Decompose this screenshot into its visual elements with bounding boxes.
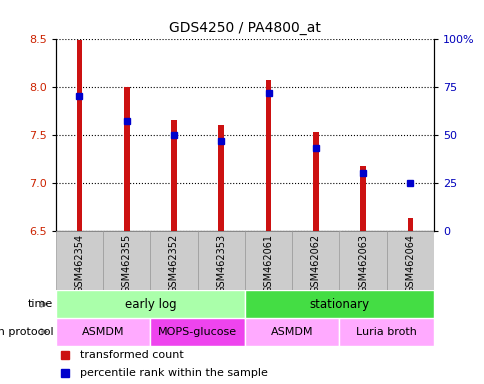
Bar <box>197 231 244 290</box>
Text: GSM462062: GSM462062 <box>310 234 320 293</box>
Text: time: time <box>28 299 53 309</box>
Title: GDS4250 / PA4800_at: GDS4250 / PA4800_at <box>168 21 320 35</box>
Bar <box>291 231 339 290</box>
Text: MOPS-glucose: MOPS-glucose <box>158 327 237 337</box>
Text: ASMDM: ASMDM <box>82 327 124 337</box>
Bar <box>218 125 224 231</box>
Text: transformed count: transformed count <box>80 350 184 360</box>
Bar <box>171 120 177 231</box>
Bar <box>150 318 244 346</box>
Text: GSM462353: GSM462353 <box>216 234 226 293</box>
Text: GSM462064: GSM462064 <box>405 234 415 293</box>
Bar <box>312 132 318 231</box>
Bar <box>244 290 433 318</box>
Bar <box>76 40 82 231</box>
Text: GSM462063: GSM462063 <box>357 234 367 293</box>
Text: stationary: stationary <box>309 298 369 311</box>
Bar <box>244 231 291 290</box>
Bar <box>407 218 412 231</box>
Text: ASMDM: ASMDM <box>271 327 313 337</box>
Bar <box>123 87 129 231</box>
Bar <box>103 231 150 290</box>
Bar <box>265 80 271 231</box>
Text: GSM462352: GSM462352 <box>168 234 179 293</box>
Bar <box>56 290 244 318</box>
Bar <box>244 318 339 346</box>
Bar <box>339 231 386 290</box>
Text: growth protocol: growth protocol <box>0 327 53 337</box>
Text: GSM462355: GSM462355 <box>121 234 132 293</box>
Bar <box>339 318 433 346</box>
Bar <box>360 166 365 231</box>
Bar <box>56 231 103 290</box>
Bar <box>56 318 150 346</box>
Text: GSM462354: GSM462354 <box>74 234 84 293</box>
Text: early log: early log <box>124 298 176 311</box>
Bar <box>150 231 197 290</box>
Bar <box>386 231 433 290</box>
Text: Luria broth: Luria broth <box>356 327 416 337</box>
Text: percentile rank within the sample: percentile rank within the sample <box>80 367 268 377</box>
Text: GSM462061: GSM462061 <box>263 234 273 293</box>
